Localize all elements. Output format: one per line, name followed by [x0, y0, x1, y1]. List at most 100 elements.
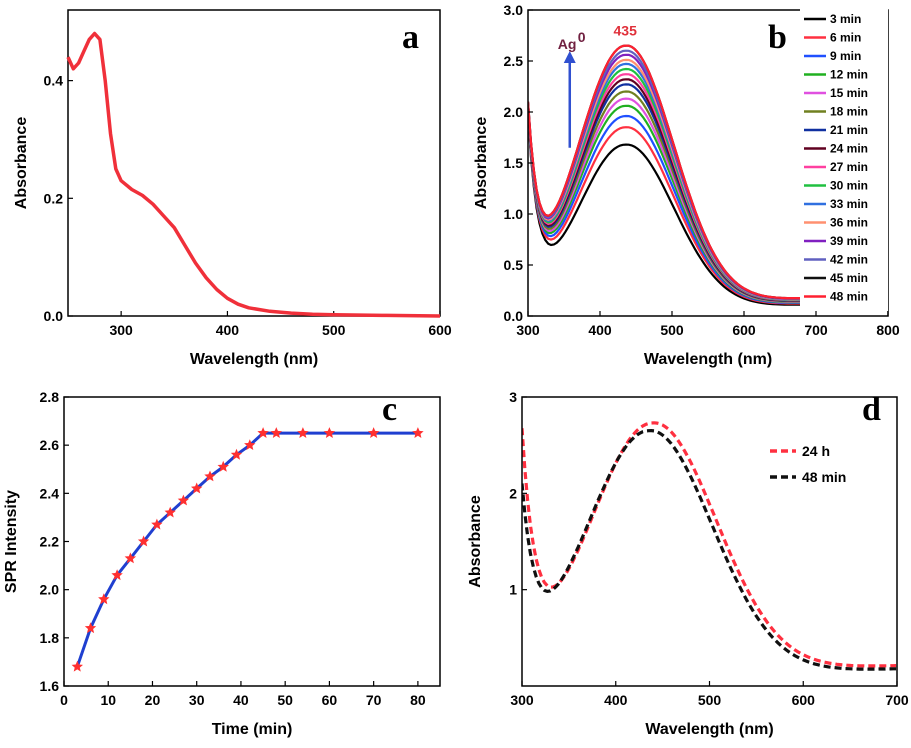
- panel-letter-b: b: [768, 19, 787, 56]
- legend-label: 9 min: [830, 49, 861, 63]
- legend-label: 3 min: [830, 12, 861, 26]
- y-tick-label: 0.0: [44, 308, 64, 324]
- y-tick-label: 2: [509, 485, 517, 501]
- legend-label: 15 min: [830, 86, 868, 100]
- series-group: [522, 421, 897, 671]
- y-tick-label: 1.8: [40, 630, 60, 646]
- x-tick-label: 300: [510, 692, 534, 708]
- x-tick-label: 700: [804, 322, 828, 338]
- x-tick-label: 800: [876, 322, 900, 338]
- legend-label: 30 min: [830, 179, 868, 193]
- spectrum-line-48-min: [522, 428, 897, 671]
- panel-b: 300 400 500 600 700 800 0.0 0.5 1.0 1.5 2.0 2.5 3.0 W…: [473, 2, 900, 368]
- x-tick-label: 300: [516, 322, 540, 338]
- panel-d: 300 400 500 600 700 1 2 3 Wavelength (nm) Absorba…: [467, 389, 909, 738]
- peak-label: 435: [614, 23, 638, 39]
- legend-label: 21 min: [830, 123, 868, 137]
- x-tick-label: 700: [885, 692, 909, 708]
- y-axis-label: Absorbance: [13, 117, 30, 210]
- spectrum-line-24-h: [522, 421, 897, 668]
- x-tick-label: 500: [698, 692, 722, 708]
- y-tick-label: 1.6: [40, 678, 60, 694]
- x-tick-label: 10: [100, 692, 116, 708]
- data-point-star: [367, 427, 380, 438]
- x-axis-label: Time (min): [212, 721, 293, 738]
- data-point-star: [177, 494, 190, 506]
- data-point-star: [297, 427, 309, 438]
- x-tick-label: 500: [322, 322, 346, 338]
- y-tick-label: 3: [509, 389, 517, 405]
- growth-arrow-head: [563, 51, 576, 63]
- x-tick-label: 500: [660, 322, 684, 338]
- legend-label: 33 min: [830, 197, 868, 211]
- data-point-star: [323, 427, 336, 438]
- plot-frame: [67, 9, 441, 317]
- y-axis-label: Absorbance: [467, 495, 484, 588]
- panel-letter-d: d: [862, 391, 881, 428]
- y-tick-label: 2.0: [504, 104, 524, 120]
- x-tick-label: 400: [588, 322, 612, 338]
- x-axis-label: Wavelength (nm): [644, 351, 772, 368]
- legend-label: 24 h: [802, 443, 830, 459]
- legend-label: 45 min: [830, 271, 868, 285]
- x-tick-label: 600: [732, 322, 756, 338]
- legend-label: 18 min: [830, 105, 868, 119]
- data-point-star: [164, 506, 176, 518]
- data-point-star: [270, 427, 282, 438]
- y-tick-label: 2.0: [40, 582, 60, 598]
- ag-label: Ag: [558, 36, 577, 52]
- y-tick-label: 0.2: [44, 190, 64, 206]
- data-point-star: [217, 460, 229, 472]
- panel-letter-a: a: [402, 19, 419, 56]
- data-point-star: [204, 470, 216, 482]
- data-point-star: [244, 439, 256, 450]
- plot-frame: [521, 396, 898, 687]
- data-point-star: [151, 518, 163, 530]
- x-tick-label: 20: [145, 692, 161, 708]
- data-point-star: [191, 482, 203, 494]
- data-point-star: [71, 660, 83, 672]
- x-tick-label: 60: [322, 692, 338, 708]
- panel-letter-c: c: [382, 391, 397, 428]
- x-tick-label: 300: [109, 322, 133, 338]
- legend-label: 36 min: [830, 216, 868, 230]
- y-tick-label: 3.0: [504, 2, 524, 18]
- y-tick-label: 2.6: [40, 437, 60, 453]
- y-axis-label: SPR Intensity: [3, 490, 20, 593]
- y-tick-label: 2.5: [504, 53, 524, 69]
- y-tick-label: 0.0: [504, 308, 524, 324]
- ag-superscript: 0: [578, 29, 586, 45]
- y-tick-label: 0.5: [504, 257, 524, 273]
- x-axis-label: Wavelength (nm): [190, 351, 318, 368]
- legend-label: 39 min: [830, 234, 868, 248]
- y-tick-label: 2.8: [40, 389, 60, 405]
- x-tick-label: 400: [216, 322, 240, 338]
- data-point-star: [98, 593, 110, 605]
- legend-label: 12 min: [830, 68, 868, 82]
- data-point-star: [124, 552, 137, 564]
- legend-label: 24 min: [830, 142, 868, 156]
- x-tick-label: 80: [410, 692, 426, 708]
- y-tick-label: 2.4: [40, 485, 60, 501]
- legend-label: 48 min: [830, 290, 868, 304]
- x-tick-label: 0: [60, 692, 68, 708]
- panel-a: 300 400 500 600 0.0 0.2 0.4 Wavelength (nm) Abso…: [13, 9, 452, 368]
- y-tick-label: 1: [509, 582, 517, 598]
- x-tick-label: 70: [366, 692, 382, 708]
- legend-label: 27 min: [830, 160, 868, 174]
- y-axis-label: Absorbance: [473, 117, 490, 210]
- plot-frame: [63, 396, 441, 687]
- data-point-star: [111, 569, 123, 581]
- legend-label: 6 min: [830, 31, 861, 45]
- x-tick-label: 40: [233, 692, 249, 708]
- data-point-star: [412, 427, 424, 438]
- x-tick-label: 30: [189, 692, 205, 708]
- data-point-star: [137, 535, 150, 547]
- y-tick-label: 2.2: [40, 534, 60, 550]
- x-tick-label: 50: [277, 692, 293, 708]
- panel-c: 0 10 20 30 40 50 60 70 80 1.6 1.8 2.0 2.2 2.4 2.6 2.8 Ti…: [3, 389, 441, 738]
- legend-label: 48 min: [802, 469, 846, 485]
- y-tick-label: 1.5: [504, 155, 524, 171]
- spr-series-line: [75, 431, 418, 668]
